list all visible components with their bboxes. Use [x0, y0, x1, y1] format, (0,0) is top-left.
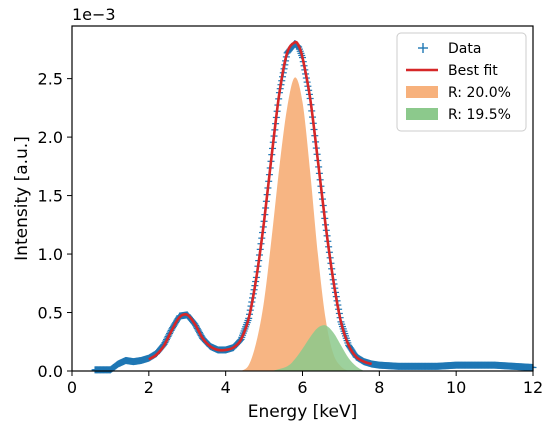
- x-ticks: 0 2 4 6 8 10 12: [67, 371, 543, 397]
- y-tick-label: 1.5: [38, 187, 63, 206]
- fit-line: [148, 40, 373, 366]
- x-tick-label: 0: [67, 378, 77, 397]
- y-tick-label: 1.0: [38, 245, 63, 264]
- x-tick-label: 10: [446, 378, 466, 397]
- legend-items: Data Best fit R: 20.0% R: 19.5%: [406, 41, 511, 123]
- peak-area-2: [241, 77, 349, 371]
- legend-label: R: 19.5%: [448, 107, 511, 123]
- legend-box: [396, 32, 527, 132]
- x-axis-label: Energy [keV]: [248, 402, 358, 422]
- legend-label: Data: [448, 41, 481, 57]
- x-tick-label: 8: [374, 378, 384, 397]
- x-tick-label: 2: [144, 378, 154, 397]
- y-tick-label: 2.5: [38, 70, 63, 89]
- x-tick-label: 4: [221, 378, 231, 397]
- legend-label: R: 20.0%: [448, 85, 511, 101]
- y-tick-label: 0.5: [38, 304, 63, 323]
- fit-line-group: [148, 40, 373, 366]
- y-tick-label: 0.0: [38, 362, 63, 381]
- legend-item: R: 19.5%: [406, 107, 511, 123]
- legend: Data Best fit R: 20.0% R: 19.5%: [396, 32, 527, 132]
- legend-label: Best fit: [448, 63, 498, 79]
- legend-item: Data: [418, 41, 481, 57]
- x-tick-label: 12: [523, 378, 543, 397]
- peak-areas: [241, 77, 364, 371]
- y-tick-label: 2.0: [38, 128, 63, 147]
- y-axis-label: Intensity [a.u.]: [12, 136, 32, 261]
- legend-swatch: [406, 86, 438, 98]
- y-ticks: 0.0 0.5 1.0 1.5 2.0 2.5: [38, 70, 72, 381]
- legend-item: R: 20.0%: [406, 85, 511, 101]
- x-tick-label: 6: [297, 378, 307, 397]
- legend-swatch: [406, 108, 438, 120]
- y-offset-label: 1e−3: [72, 5, 116, 24]
- peak-area-3: [271, 325, 364, 371]
- legend-item: Best fit: [406, 63, 498, 79]
